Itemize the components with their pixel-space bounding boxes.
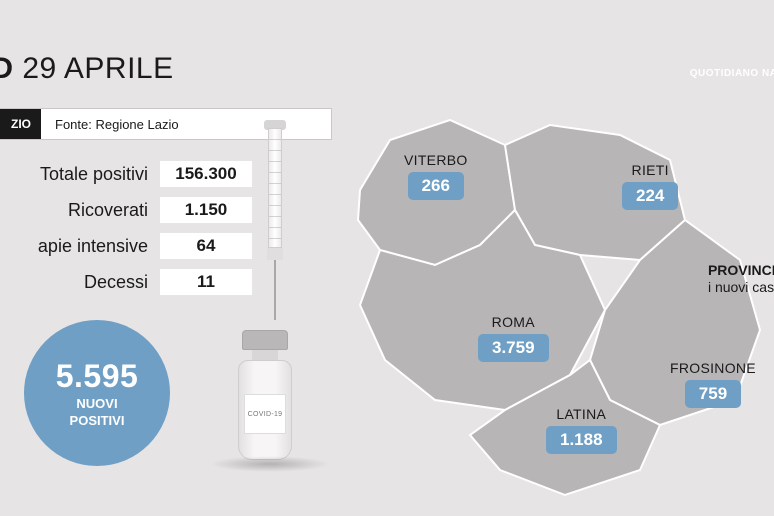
- vaccine-illustration: COVID-19: [210, 130, 320, 480]
- province-label: RIETI 224: [622, 162, 678, 210]
- side-title-line1: PROVINCE: [708, 262, 774, 279]
- vial-label: COVID-19: [244, 394, 286, 434]
- vial-icon: COVID-19: [232, 330, 298, 460]
- highlight-label-2: POSITIVI: [70, 414, 125, 428]
- stat-label: Totale positivi: [0, 164, 160, 185]
- stat-label: apie intensive: [0, 236, 160, 257]
- province-label: ROMA 3.759: [478, 314, 549, 362]
- region-tab: ZIO: [0, 109, 41, 139]
- title-prefix: VID: [0, 52, 14, 85]
- side-title-line2: i nuovi casi di: [708, 279, 774, 296]
- province-value: 3.759: [478, 334, 549, 362]
- province-name: VITERBO: [404, 152, 468, 168]
- province-value: 266: [408, 172, 464, 200]
- shadow: [210, 456, 330, 472]
- source-label: Fonte: Regione Lazio: [41, 117, 179, 132]
- province-value: 759: [685, 380, 741, 408]
- stat-label: Decessi: [0, 272, 160, 293]
- page-title: VID 29 APRILE: [0, 52, 174, 86]
- stat-label: Ricoverati: [0, 200, 160, 221]
- highlight-value: 5.595: [56, 358, 139, 395]
- highlight-circle: 5.595 NUOVI POSITIVI: [24, 320, 170, 466]
- title-date: 29 APRILE: [22, 52, 173, 85]
- province-label: LATINA 1.188: [546, 406, 617, 454]
- province-name: ROMA: [478, 314, 549, 330]
- lazio-map: VITERBO 266 RIETI 224 ROMA 3.759 LATINA …: [340, 100, 774, 500]
- province-label: FROSINONE 759: [670, 360, 756, 408]
- province-name: FROSINONE: [670, 360, 756, 376]
- map-side-title: PROVINCE i nuovi casi di: [708, 262, 774, 296]
- highlight-label-1: NUOVI: [76, 397, 117, 411]
- province-label: VITERBO 266: [404, 152, 468, 200]
- province-value: 224: [622, 182, 678, 210]
- province-value: 1.188: [546, 426, 617, 454]
- brand-label: QUOTIDIANO NAZ: [690, 68, 774, 79]
- syringe-icon: [260, 120, 290, 310]
- province-name: LATINA: [546, 406, 617, 422]
- province-name: RIETI: [622, 162, 678, 178]
